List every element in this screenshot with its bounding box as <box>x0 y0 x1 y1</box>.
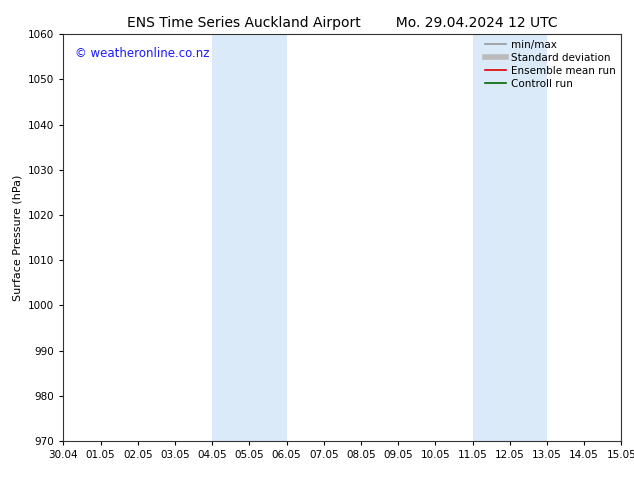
Y-axis label: Surface Pressure (hPa): Surface Pressure (hPa) <box>13 174 23 301</box>
Legend: min/max, Standard deviation, Ensemble mean run, Controll run: min/max, Standard deviation, Ensemble me… <box>485 40 616 89</box>
Bar <box>212 34 287 441</box>
Title: ENS Time Series Auckland Airport        Mo. 29.04.2024 12 UTC: ENS Time Series Auckland Airport Mo. 29.… <box>127 16 558 30</box>
Bar <box>472 34 547 441</box>
Text: © weatheronline.co.nz: © weatheronline.co.nz <box>75 47 209 59</box>
